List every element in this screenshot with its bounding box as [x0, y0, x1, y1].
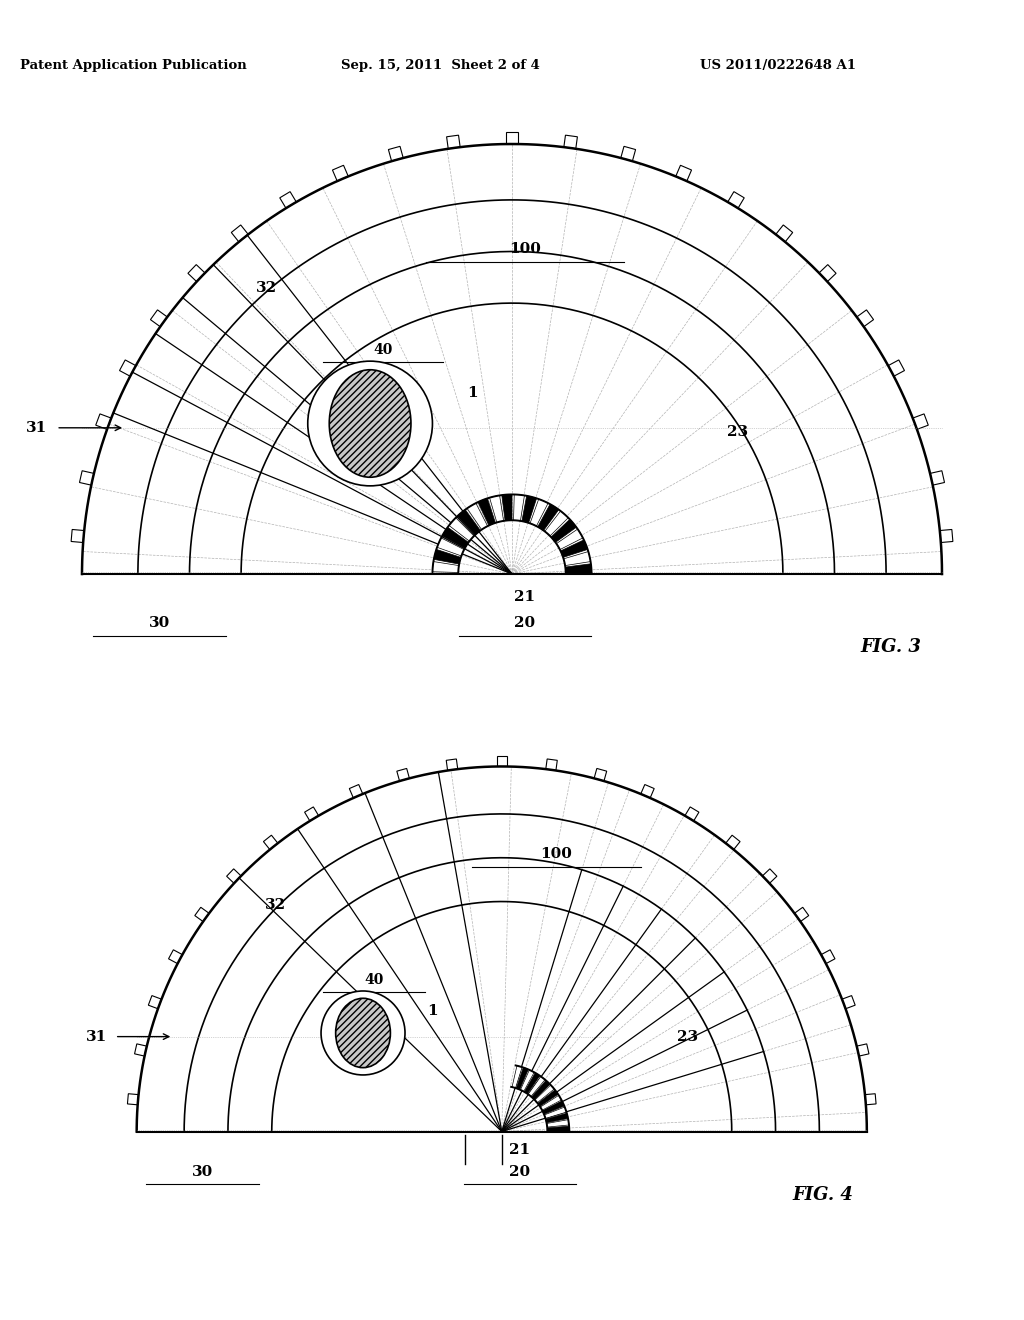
Text: 1: 1 [467, 387, 477, 400]
Wedge shape [442, 527, 469, 548]
Wedge shape [513, 495, 524, 521]
Wedge shape [551, 519, 577, 543]
Wedge shape [458, 510, 480, 535]
Text: 23: 23 [677, 1030, 698, 1044]
Wedge shape [434, 549, 461, 564]
Wedge shape [546, 1113, 568, 1123]
Wedge shape [502, 495, 512, 520]
Text: 100: 100 [541, 847, 572, 862]
Wedge shape [545, 511, 568, 536]
Wedge shape [522, 496, 537, 523]
Text: US 2011/0222648 A1: US 2011/0222648 A1 [700, 59, 856, 73]
Text: 30: 30 [148, 616, 170, 630]
Text: 32: 32 [256, 281, 278, 294]
Wedge shape [530, 499, 548, 527]
Text: 20: 20 [514, 616, 536, 630]
Text: Sep. 15, 2011  Sheet 2 of 4: Sep. 15, 2011 Sheet 2 of 4 [341, 59, 540, 73]
Text: 20: 20 [510, 1166, 530, 1179]
Text: 1: 1 [427, 1005, 437, 1018]
Wedge shape [547, 1126, 569, 1131]
Wedge shape [524, 1073, 540, 1094]
Text: FIG. 3: FIG. 3 [860, 639, 921, 656]
Wedge shape [437, 537, 464, 556]
Wedge shape [556, 529, 583, 549]
Wedge shape [538, 504, 559, 531]
Circle shape [308, 362, 432, 486]
Wedge shape [538, 1090, 558, 1106]
Wedge shape [560, 540, 588, 557]
Text: 21: 21 [510, 1143, 530, 1158]
Circle shape [322, 991, 406, 1074]
Text: 100: 100 [509, 242, 541, 256]
Wedge shape [565, 564, 592, 574]
Wedge shape [520, 1071, 535, 1092]
Text: 32: 32 [265, 899, 286, 912]
Wedge shape [545, 1107, 566, 1118]
Text: 23: 23 [727, 425, 749, 440]
Wedge shape [563, 552, 591, 565]
Wedge shape [535, 1085, 554, 1102]
Text: FIG. 4: FIG. 4 [793, 1187, 853, 1204]
Wedge shape [467, 503, 487, 529]
Wedge shape [547, 1119, 569, 1127]
Text: 40: 40 [365, 973, 384, 987]
Wedge shape [531, 1081, 550, 1100]
Wedge shape [478, 499, 496, 525]
Text: 21: 21 [514, 590, 536, 605]
Ellipse shape [336, 998, 390, 1068]
Ellipse shape [330, 370, 411, 478]
Wedge shape [489, 495, 504, 523]
Wedge shape [528, 1076, 545, 1097]
Text: 31: 31 [27, 421, 47, 434]
Wedge shape [541, 1096, 561, 1110]
Wedge shape [449, 517, 474, 541]
Text: Patent Application Publication: Patent Application Publication [19, 59, 247, 73]
Text: 30: 30 [191, 1166, 213, 1179]
Wedge shape [516, 1068, 528, 1089]
Wedge shape [512, 1065, 522, 1088]
Wedge shape [432, 561, 459, 573]
Text: 31: 31 [86, 1030, 108, 1044]
Text: 40: 40 [374, 343, 392, 356]
Wedge shape [543, 1101, 564, 1114]
